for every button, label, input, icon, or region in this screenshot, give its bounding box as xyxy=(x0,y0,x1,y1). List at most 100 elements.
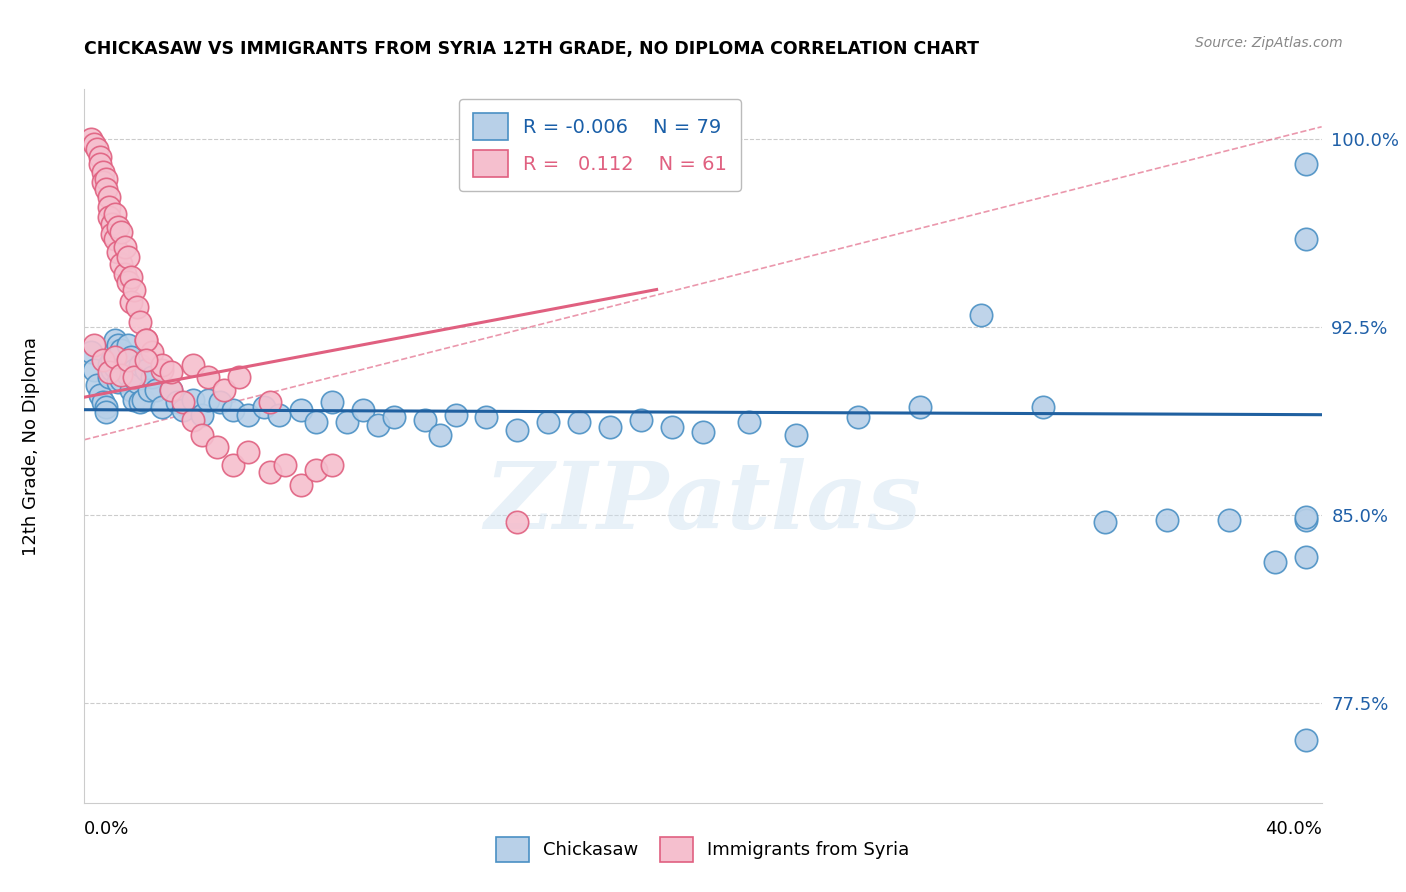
Point xyxy=(86,377,108,392)
Point xyxy=(125,375,148,389)
Point xyxy=(107,375,129,389)
Point xyxy=(89,387,111,401)
Point xyxy=(1094,516,1116,530)
Point xyxy=(1295,733,1317,747)
Point xyxy=(209,395,232,409)
Point xyxy=(352,402,374,417)
Point xyxy=(110,368,132,382)
Point xyxy=(207,440,229,454)
Point xyxy=(98,358,121,372)
Point xyxy=(117,275,139,289)
Point xyxy=(94,182,117,196)
Point xyxy=(104,232,127,246)
Point xyxy=(98,200,121,214)
Point xyxy=(83,362,105,376)
Point xyxy=(274,458,297,472)
Point xyxy=(197,392,219,407)
Point xyxy=(692,425,714,440)
Point xyxy=(1295,232,1317,246)
Point xyxy=(101,227,124,242)
Point xyxy=(117,352,139,367)
Point xyxy=(79,132,101,146)
Point xyxy=(122,283,145,297)
Point xyxy=(160,365,183,379)
Point xyxy=(212,383,235,397)
Point xyxy=(191,408,214,422)
Point xyxy=(1295,157,1317,171)
Point xyxy=(107,219,129,234)
Point xyxy=(191,427,214,442)
Point xyxy=(305,463,328,477)
Point xyxy=(132,392,155,407)
Point xyxy=(104,360,127,375)
Point xyxy=(83,337,105,351)
Point xyxy=(846,410,869,425)
Point xyxy=(120,295,142,310)
Point xyxy=(98,190,121,204)
Point xyxy=(599,420,621,434)
Point xyxy=(259,465,281,479)
Point xyxy=(321,395,343,409)
Point xyxy=(122,362,145,376)
Point xyxy=(83,137,105,152)
Point xyxy=(110,373,132,387)
Point xyxy=(125,300,148,314)
Point xyxy=(135,362,157,376)
Point xyxy=(114,240,136,254)
Point xyxy=(197,370,219,384)
Point xyxy=(506,516,529,530)
Point xyxy=(568,415,591,429)
Point xyxy=(1295,513,1317,527)
Point xyxy=(129,395,152,409)
Point xyxy=(429,427,451,442)
Point xyxy=(305,415,328,429)
Point xyxy=(290,402,312,417)
Point xyxy=(150,358,173,372)
Point xyxy=(104,207,127,221)
Point xyxy=(98,370,121,384)
Point xyxy=(120,383,142,397)
Point xyxy=(94,405,117,419)
Point xyxy=(120,350,142,364)
Point xyxy=(79,345,101,359)
Point xyxy=(141,345,163,359)
Point xyxy=(122,392,145,407)
Point xyxy=(738,415,761,429)
Point xyxy=(98,365,121,379)
Point xyxy=(336,415,359,429)
Point xyxy=(253,400,276,414)
Point xyxy=(537,415,560,429)
Point xyxy=(1218,513,1240,527)
Point xyxy=(110,225,132,239)
Text: 0.0%: 0.0% xyxy=(84,821,129,838)
Point xyxy=(135,333,157,347)
Point xyxy=(172,402,194,417)
Point xyxy=(1295,550,1317,565)
Point xyxy=(228,370,250,384)
Point xyxy=(89,157,111,171)
Point xyxy=(129,315,152,329)
Point xyxy=(269,408,291,422)
Point xyxy=(1264,556,1286,570)
Point xyxy=(101,362,124,376)
Text: CHICKASAW VS IMMIGRANTS FROM SYRIA 12TH GRADE, NO DIPLOMA CORRELATION CHART: CHICKASAW VS IMMIGRANTS FROM SYRIA 12TH … xyxy=(84,40,980,58)
Point xyxy=(91,175,114,189)
Point xyxy=(94,400,117,414)
Point xyxy=(135,352,157,367)
Point xyxy=(1032,400,1054,414)
Point xyxy=(120,270,142,285)
Point xyxy=(785,427,807,442)
Point xyxy=(382,410,405,425)
Point xyxy=(290,478,312,492)
Point xyxy=(970,308,993,322)
Point xyxy=(150,362,173,376)
Point xyxy=(101,352,124,367)
Text: ZIPatlas: ZIPatlas xyxy=(485,458,921,548)
Point xyxy=(181,392,204,407)
Point xyxy=(413,413,436,427)
Point xyxy=(1156,513,1178,527)
Point xyxy=(122,370,145,384)
Point xyxy=(117,368,139,382)
Point xyxy=(259,395,281,409)
Point xyxy=(506,423,529,437)
